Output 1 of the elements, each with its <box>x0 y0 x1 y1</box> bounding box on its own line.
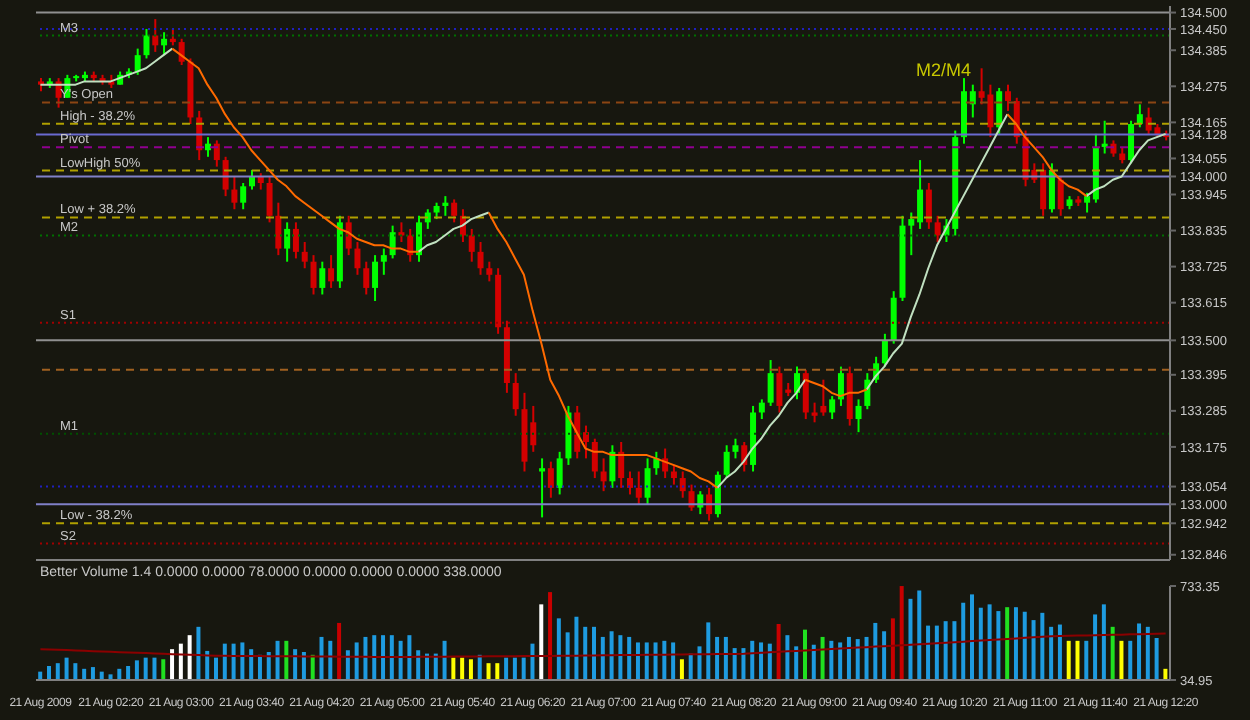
annotation: M2/M4 <box>916 60 972 80</box>
